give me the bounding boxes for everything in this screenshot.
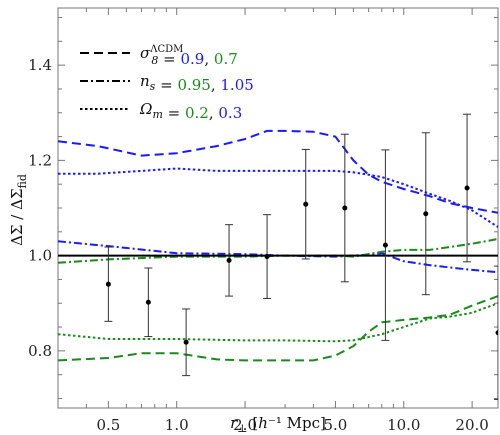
y-axis-label: ΔΣ / ΔΣfid: [8, 174, 29, 246]
data-point: [423, 211, 429, 217]
legend-label: σΛCDM 8 = 0.9, 0.7: [140, 44, 238, 68]
legend-label: Ωm = 0.2, 0.3: [139, 100, 242, 122]
data-point: [342, 205, 348, 211]
legend: σΛCDM 8 = 0.9, 0.7 ns = 0.95, 1.05 Ωm = 0.2…: [80, 44, 254, 122]
series-layer: [58, 129, 498, 362]
error-bar-layer: [104, 113, 498, 400]
legend-label: ns = 0.95, 1.05: [140, 72, 254, 94]
y-tick-label: 1.4: [28, 56, 52, 74]
x-axis-label: r⊥ [h⁻¹ Mpc]: [230, 414, 326, 435]
y-tick-label: 1.0: [28, 247, 52, 265]
x-tick-label: 5.0: [323, 416, 347, 434]
x-tick-label: 2.0: [233, 416, 257, 434]
series-line-blue-dashdot: [58, 240, 498, 274]
plot-frame: [57, 7, 499, 409]
series-line-blue-dashed: [58, 129, 498, 214]
data-point: [183, 339, 189, 345]
series-line-green-dashdot: [58, 238, 498, 264]
series-line-green-dashed: [58, 295, 498, 362]
data-point: [495, 330, 498, 336]
data-point: [226, 257, 232, 263]
x-tick-label: 10.0: [387, 416, 420, 434]
x-tick-label: 0.5: [96, 416, 120, 434]
y-tick-label: 0.8: [28, 342, 52, 360]
ticks: [57, 8, 498, 408]
y-tick-label: 1.2: [28, 151, 52, 169]
data-point: [464, 185, 470, 191]
x-tick-label: 1.0: [165, 416, 189, 434]
data-point: [145, 299, 151, 305]
series-line-green-dotted: [58, 302, 498, 343]
data-point: [382, 242, 388, 248]
x-tick-label: 20.0: [455, 416, 488, 434]
tick-labels: 0.5 1.0 2.0 5.0 10.0 20.0 0.8 1.0 1.2 1.4: [28, 56, 489, 434]
data-point: [303, 201, 309, 207]
data-point: [105, 281, 111, 287]
series-line-blue-dotted: [58, 167, 498, 228]
data-point: [264, 254, 270, 260]
